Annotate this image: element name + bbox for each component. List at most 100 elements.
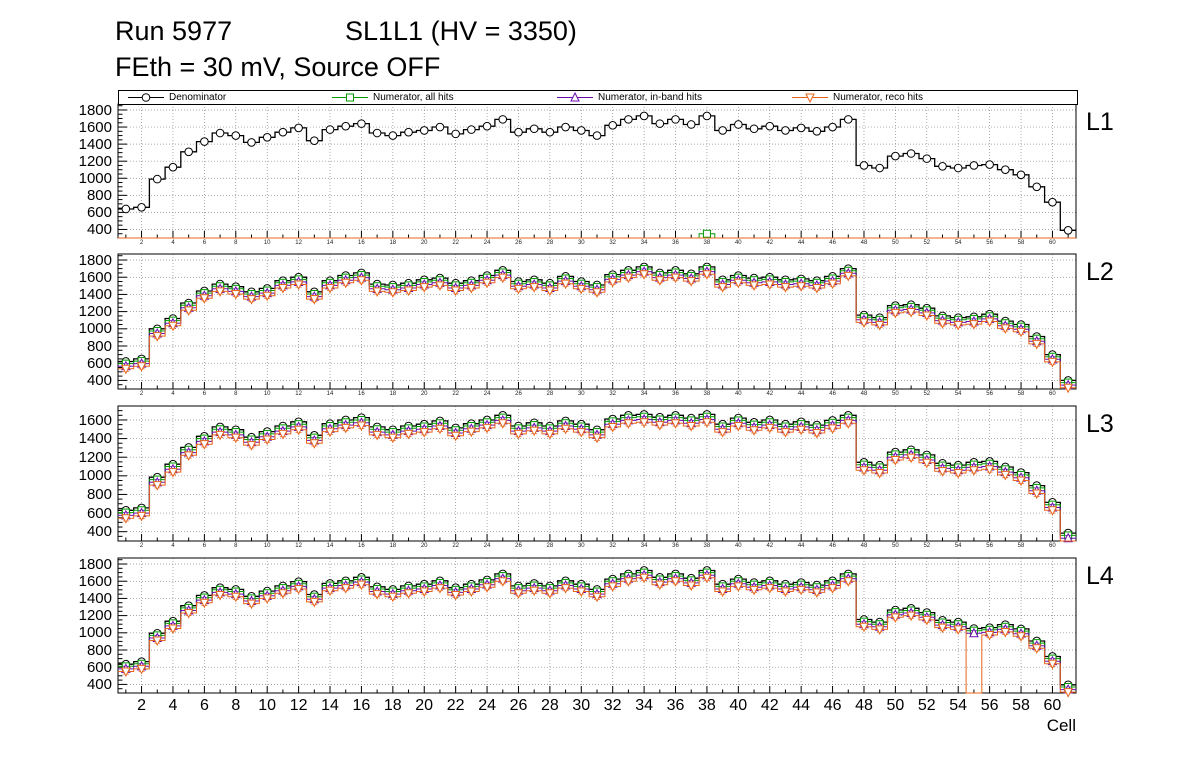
triangle-up-legend-icon <box>557 92 593 102</box>
triangle-down-marker <box>780 428 791 438</box>
panel-L4 <box>117 557 1077 698</box>
triangle-down-marker <box>450 431 461 442</box>
triangle-down-marker <box>356 580 367 591</box>
x-tick-label-small: 12 <box>295 543 302 549</box>
x-tick-label-small: 4 <box>171 543 175 549</box>
circle-marker <box>781 126 790 135</box>
triangle-down-marker <box>937 467 948 477</box>
x-tick-label-small: 54 <box>954 391 962 397</box>
triangle-down-marker <box>1016 476 1026 487</box>
x-tick-label: 14 <box>321 697 339 714</box>
panel-frame <box>117 103 1077 239</box>
circle-marker <box>608 121 618 130</box>
triangle-down-marker <box>733 278 744 289</box>
x-tick-label: 20 <box>415 697 434 714</box>
x-tick-label-small: 28 <box>546 391 554 397</box>
y-tick-label: 1600 <box>78 118 112 136</box>
circle-marker <box>576 126 586 135</box>
circle-marker <box>843 115 853 124</box>
triangle-down-marker <box>764 423 775 434</box>
triangle-down-marker <box>969 466 979 476</box>
triangle-down-marker <box>1047 357 1058 368</box>
triangle-down-marker <box>450 286 461 297</box>
x-tick-label-small: 4 <box>171 240 175 246</box>
legend: Denominator Numerator, all hits Numerator,… <box>118 90 1078 105</box>
x-tick-label-small: 14 <box>326 543 334 549</box>
triangle-down-marker <box>340 423 351 434</box>
x-tick-label-small: 34 <box>640 240 648 246</box>
y-tick-label: 600 <box>86 658 112 676</box>
triangle-down-marker <box>230 433 241 444</box>
y-tick-label: 400 <box>86 371 112 389</box>
triangle-down-marker <box>812 283 822 294</box>
triangle-down-marker <box>215 287 225 298</box>
triangle-down-marker <box>293 280 304 291</box>
legend-label: Numerator, all hits <box>373 91 454 103</box>
triangle-down-marker <box>937 319 948 329</box>
triangle-down-marker <box>576 284 587 295</box>
triangle-down-marker <box>560 584 571 594</box>
triangle-down-marker <box>921 311 932 322</box>
triangle-down-marker <box>497 273 508 284</box>
triangle-down-marker <box>246 599 257 610</box>
triangle-down-marker <box>1016 632 1026 642</box>
x-tick-label-small: 42 <box>766 240 774 246</box>
triangle-down-marker <box>482 583 492 593</box>
x-tick-label: 30 <box>572 697 591 714</box>
x-tick-label: 2 <box>137 697 147 714</box>
triangle-down-marker <box>372 430 382 441</box>
circle-marker <box>141 93 151 102</box>
triangle-down-marker <box>482 278 492 289</box>
y-tick-label: 1800 <box>78 251 112 269</box>
triangle-down-marker <box>859 318 869 328</box>
triangle-down-marker <box>827 584 838 594</box>
triangle-down-marker <box>199 294 210 304</box>
x-tick-label-small: 50 <box>892 543 899 549</box>
triangle-down-marker <box>733 422 744 432</box>
legend-label: Numerator, reco hits <box>833 91 924 103</box>
triangle-down-marker <box>450 590 461 601</box>
triangle-down-marker <box>1063 688 1073 698</box>
circle-marker <box>1048 197 1057 207</box>
triangle-down-marker <box>278 589 288 599</box>
title-run: Run 5977 <box>115 16 233 46</box>
x-tick-label-small: 14 <box>326 240 334 246</box>
triangle-down-marker <box>121 667 131 678</box>
triangle-down-marker <box>435 584 445 594</box>
y-tick-label: 1000 <box>78 320 112 338</box>
circle-marker <box>121 204 131 214</box>
triangle-down-marker <box>576 428 587 438</box>
triangle-up-marker <box>969 627 979 638</box>
triangle-down-marker <box>419 283 430 293</box>
circle-marker <box>482 121 492 131</box>
x-tick-label: 42 <box>760 697 779 714</box>
x-tick-label-small: 50 <box>892 240 899 246</box>
triangle-down-marker <box>168 321 178 332</box>
x-tick-label-small: 24 <box>483 240 491 246</box>
x-tick-label-small: 56 <box>986 543 993 549</box>
triangle-down-marker <box>796 585 806 596</box>
y-tick-label: 600 <box>86 354 112 372</box>
triangle-down-marker <box>1000 627 1011 638</box>
triangle-down-marker <box>372 287 382 298</box>
x-tick-label-small: 14 <box>326 391 334 397</box>
triangle-down-marker <box>607 422 618 433</box>
circle-marker <box>891 151 900 161</box>
x-tick-label-small: 60 <box>1049 543 1056 549</box>
triangle-down-marker <box>497 577 508 587</box>
y-tick-label: 1000 <box>78 467 112 485</box>
x-tick-label-small: 24 <box>483 543 491 549</box>
x-tick-label-small: 20 <box>420 543 428 549</box>
triangle-down-marker <box>419 587 430 598</box>
triangle-down-marker <box>890 456 901 466</box>
triangle-down-marker <box>859 466 869 476</box>
triangle-down-marker <box>843 577 854 587</box>
triangle-down-marker <box>906 453 916 464</box>
x-tick-label: 16 <box>352 697 371 714</box>
y-tick-label: 1600 <box>78 572 112 590</box>
x-tick-label-small: 40 <box>734 391 742 397</box>
x-tick-label: 40 <box>729 697 748 714</box>
x-tick-label-small: 34 <box>640 391 648 397</box>
circle-marker <box>796 123 806 133</box>
